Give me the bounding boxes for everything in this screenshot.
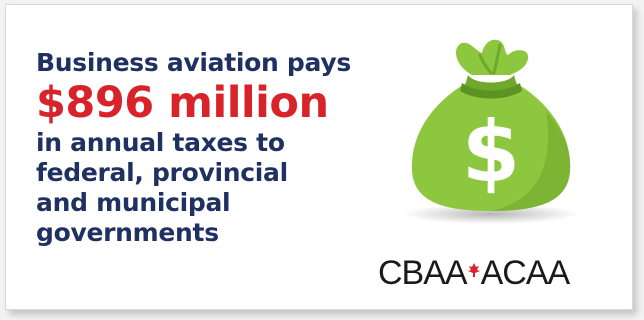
message-text: Business aviation pays $896 million in a… [36,47,386,248]
body-line-3: and municipal [36,188,231,217]
body-line-4: governments [36,218,219,247]
infographic-card: Business aviation pays $896 million in a… [5,4,633,310]
cbaa-acaa-logo: CBAA ACAA [378,254,571,292]
dollar-symbol: $ [462,103,520,201]
logo-acaa: ACAA [480,254,571,292]
body-line-1: in annual taxes to [36,128,285,157]
money-bag-icon: $ [403,39,579,224]
body-line-2: federal, provincial [36,158,288,187]
headline: Business aviation pays [36,48,351,77]
tax-amount: $896 million [36,78,329,128]
maple-leaf-icon [467,263,480,277]
logo-cbaa: CBAA [378,254,468,292]
